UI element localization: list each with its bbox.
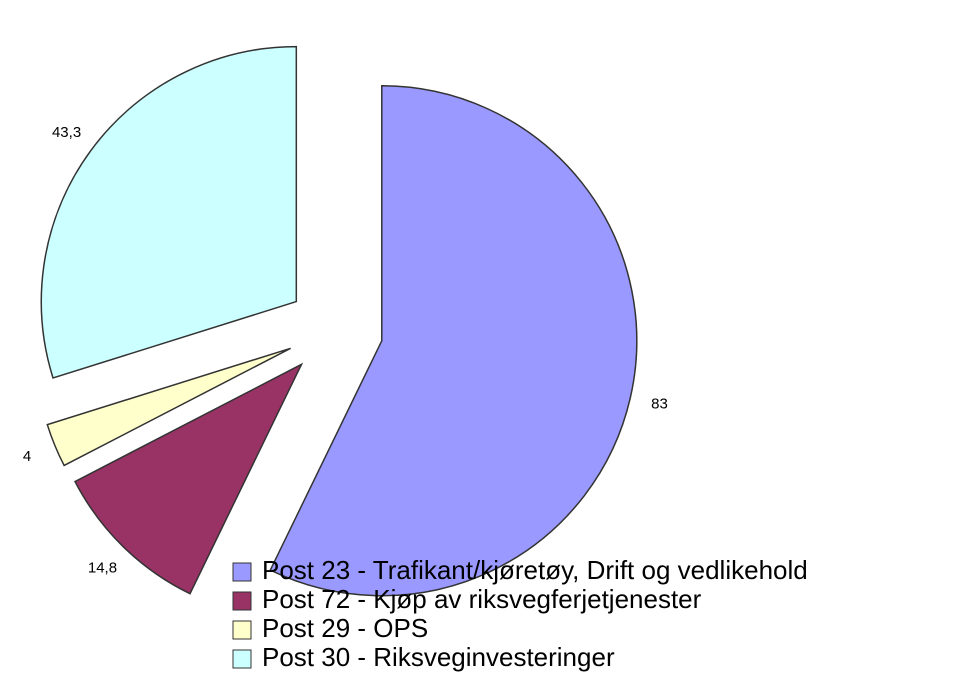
value-label: 14,8 bbox=[88, 559, 117, 576]
pie-slice bbox=[73, 362, 304, 595]
legend: Post 23 - Trafikant/kjøretøy, Drift og v… bbox=[232, 555, 808, 672]
pie-slice bbox=[40, 45, 298, 379]
legend-swatch bbox=[232, 649, 252, 669]
value-label: 43,3 bbox=[52, 124, 81, 141]
pie-slice bbox=[46, 347, 291, 467]
legend-swatch bbox=[232, 591, 252, 611]
legend-swatch bbox=[232, 562, 252, 582]
value-labels: 83 14,8 4 43,3 bbox=[23, 124, 668, 576]
legend-label: Post 23 - Trafikant/kjøretøy, Drift og v… bbox=[262, 555, 808, 585]
legend-label: Post 29 - OPS bbox=[262, 613, 428, 643]
value-label: 4 bbox=[23, 448, 31, 465]
pie-slice bbox=[269, 85, 638, 597]
value-label: 83 bbox=[651, 396, 668, 413]
legend-label: Post 72 - Kjøp av riksvegferjetjenester bbox=[262, 584, 702, 614]
legend-label: Post 30 - Riksveginvesteringer bbox=[262, 642, 615, 672]
legend-swatch bbox=[232, 620, 252, 640]
pie bbox=[40, 45, 638, 597]
